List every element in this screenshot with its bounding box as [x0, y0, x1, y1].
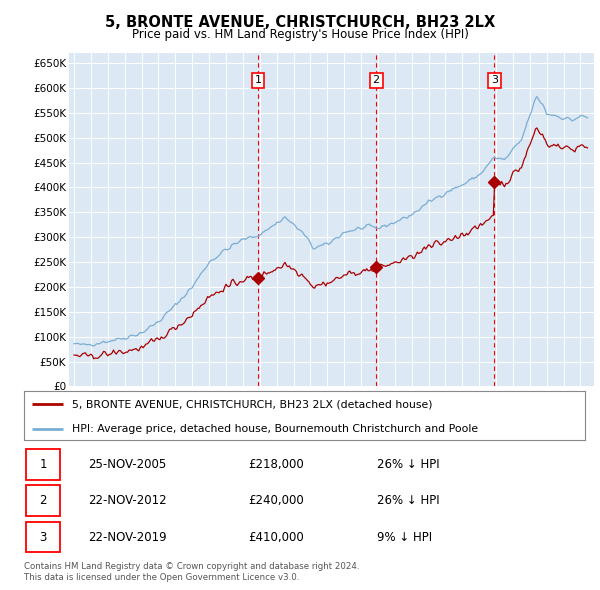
Text: 1: 1: [254, 76, 262, 86]
Text: This data is licensed under the Open Government Licence v3.0.: This data is licensed under the Open Gov…: [24, 573, 299, 582]
Text: 9% ↓ HPI: 9% ↓ HPI: [377, 530, 433, 543]
Text: 3: 3: [40, 530, 47, 543]
Text: HPI: Average price, detached house, Bournemouth Christchurch and Poole: HPI: Average price, detached house, Bour…: [71, 424, 478, 434]
FancyBboxPatch shape: [26, 449, 61, 480]
FancyBboxPatch shape: [26, 522, 61, 552]
Text: 25-NOV-2005: 25-NOV-2005: [89, 458, 167, 471]
Text: 1: 1: [40, 458, 47, 471]
Text: 5, BRONTE AVENUE, CHRISTCHURCH, BH23 2LX: 5, BRONTE AVENUE, CHRISTCHURCH, BH23 2LX: [105, 15, 495, 30]
Text: 5, BRONTE AVENUE, CHRISTCHURCH, BH23 2LX (detached house): 5, BRONTE AVENUE, CHRISTCHURCH, BH23 2LX…: [71, 399, 432, 409]
Text: 26% ↓ HPI: 26% ↓ HPI: [377, 494, 440, 507]
Text: 3: 3: [491, 76, 498, 86]
Text: 2: 2: [40, 494, 47, 507]
Text: 22-NOV-2012: 22-NOV-2012: [89, 494, 167, 507]
Text: 26% ↓ HPI: 26% ↓ HPI: [377, 458, 440, 471]
Text: Price paid vs. HM Land Registry's House Price Index (HPI): Price paid vs. HM Land Registry's House …: [131, 28, 469, 41]
Text: £410,000: £410,000: [248, 530, 304, 543]
Text: 22-NOV-2019: 22-NOV-2019: [89, 530, 167, 543]
Text: 2: 2: [373, 76, 380, 86]
FancyBboxPatch shape: [26, 485, 61, 516]
Text: £240,000: £240,000: [248, 494, 304, 507]
Text: £218,000: £218,000: [248, 458, 304, 471]
Text: Contains HM Land Registry data © Crown copyright and database right 2024.: Contains HM Land Registry data © Crown c…: [24, 562, 359, 571]
